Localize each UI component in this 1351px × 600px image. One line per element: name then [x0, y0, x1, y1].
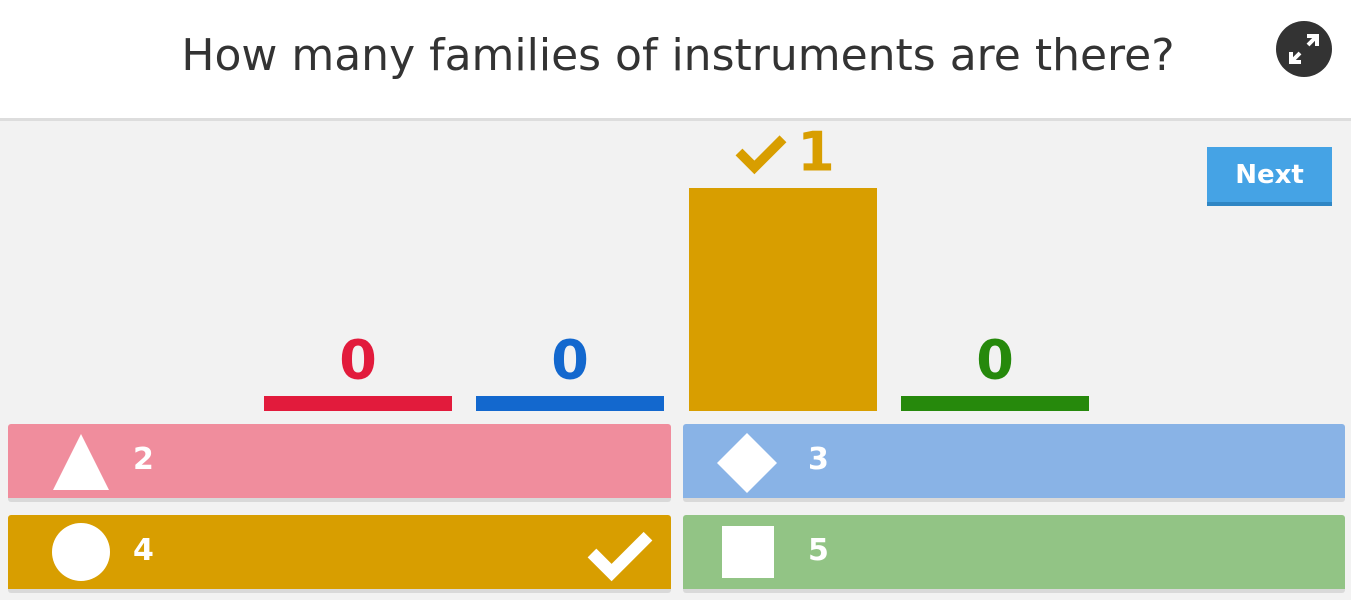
check-icon — [735, 135, 787, 175]
results-chart: 0 0 1 0 — [264, 121, 1089, 411]
count-label: 0 — [339, 329, 377, 392]
answer-label: 4 — [133, 533, 154, 568]
count-label: 1 — [797, 121, 835, 184]
bar — [901, 396, 1089, 411]
bar — [689, 188, 877, 411]
tile-background — [683, 424, 1345, 498]
answer-shape — [717, 433, 777, 493]
answer-label: 2 — [133, 442, 154, 477]
check-icon — [587, 531, 653, 582]
header: How many families of instruments are the… — [0, 0, 1351, 121]
answer-tile[interactable]: 4 — [8, 515, 671, 593]
answer-label: 5 — [808, 533, 829, 568]
count-label: 0 — [976, 329, 1014, 392]
shape-icon — [722, 526, 774, 578]
answer-label: 3 — [808, 442, 829, 477]
question: How many families of instruments are the… — [181, 30, 1175, 81]
bar — [264, 396, 452, 411]
shape-icon — [717, 433, 777, 493]
bar — [476, 396, 664, 411]
shape-icon — [52, 523, 110, 581]
answer-shape — [722, 526, 774, 578]
next-button[interactable]: Next — [1207, 147, 1332, 206]
tile-background — [8, 515, 671, 589]
answer-shape — [52, 523, 653, 582]
fullscreen-button[interactable] — [1276, 21, 1332, 77]
answer-tile[interactable]: 2 — [8, 424, 671, 502]
shape-icon — [53, 434, 109, 490]
answer-shape — [53, 434, 109, 490]
count-label: 0 — [551, 329, 589, 392]
answer-tile[interactable]: 3 — [683, 424, 1345, 502]
tile-background — [683, 515, 1345, 589]
answer-tile[interactable]: 5 — [683, 515, 1345, 593]
tile-background — [8, 424, 671, 498]
